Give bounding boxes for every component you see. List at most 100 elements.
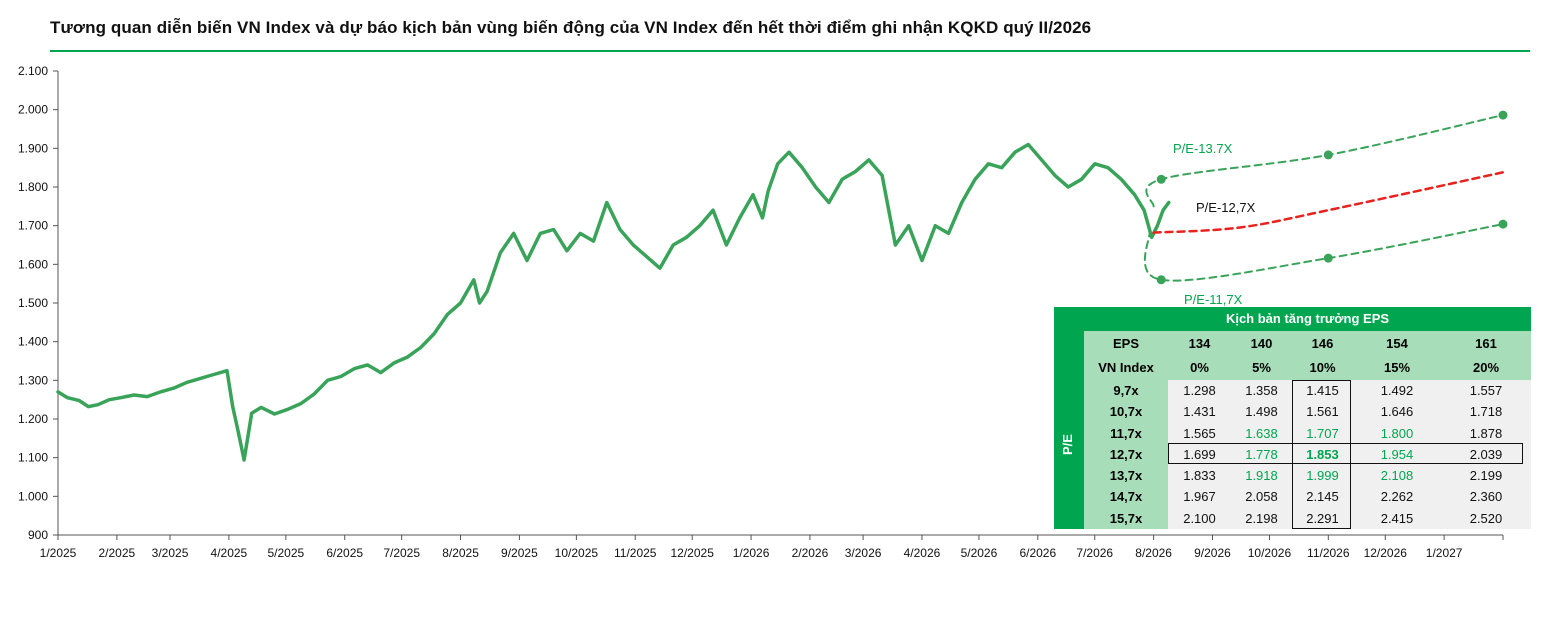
x-tick-label: 5/2025 <box>268 546 305 560</box>
eps-value: 161 <box>1441 331 1531 356</box>
y-tick-label: 1.700 <box>18 219 48 233</box>
y-tick-label: 1.900 <box>18 141 48 155</box>
x-tick-label: 3/2026 <box>845 546 882 560</box>
table-cell: 2.198 <box>1231 507 1292 529</box>
table-cell: 1.561 <box>1292 401 1353 423</box>
table-title: Kịch bản tăng trưởng EPS <box>1225 311 1390 326</box>
table-cell: 1.918 <box>1231 464 1292 487</box>
table-cell: 1.833 <box>1168 464 1231 487</box>
eps-scenario-table: P/E Kịch bản tăng trưởng EPS EPS 134 140… <box>1054 307 1531 529</box>
x-tick-label: 1/2025 <box>40 546 77 560</box>
table-row: 15,7x 2.100 2.198 2.291 2.415 2.520 <box>1084 507 1531 529</box>
projection-point <box>1156 174 1166 184</box>
table-cell: 1.565 <box>1168 422 1231 444</box>
projection-point <box>1323 253 1333 263</box>
table-cell: 1.646 <box>1353 401 1441 423</box>
table-cell: 1.718 <box>1441 401 1531 423</box>
y-tick-label: 1.600 <box>18 257 48 271</box>
eps-value: 140 <box>1231 331 1292 356</box>
table-header-band: Kịch bản tăng trưởng EPS <box>1084 307 1531 331</box>
y-tick-label: 1.400 <box>18 335 48 349</box>
table-row: 10,7x 1.431 1.498 1.561 1.646 1.718 <box>1084 401 1531 423</box>
x-tick-label: 2/2025 <box>99 546 136 560</box>
x-tick-label: 11/2025 <box>614 546 657 560</box>
y-tick-label: 1.300 <box>18 373 48 387</box>
y-tick-label: 2.000 <box>18 103 48 117</box>
axes-layer: 900 1.000 1.100 1.200 1.300 1.400 1.500 1.600 1.… <box>18 64 1504 560</box>
x-tick-label: 4/2026 <box>904 546 941 560</box>
table-cell: 2.415 <box>1353 507 1441 529</box>
table-cell: 2.039 <box>1441 443 1531 465</box>
series-pe-12-7 <box>1152 171 1505 234</box>
table-row: 14,7x 1.967 2.058 2.145 2.262 2.360 <box>1084 486 1531 508</box>
series-layer <box>56 110 1508 462</box>
table-cell: 2.108 <box>1353 464 1441 487</box>
table-cell: 1.967 <box>1168 486 1231 508</box>
pe-row-label: 9,7x <box>1084 379 1168 402</box>
series-pe-11-7 <box>1143 223 1504 282</box>
x-tick-label: 6/2026 <box>1019 546 1056 560</box>
annotation-pe-11-7: P/E-11,7X <box>1184 292 1243 307</box>
eps-value: 146 <box>1292 331 1353 356</box>
table-cell: 1.954 <box>1353 443 1441 465</box>
projection-point <box>1156 275 1166 285</box>
table-cell: 2.291 <box>1292 507 1353 529</box>
annotation-pe-13-7: P/E-13.7X <box>1173 141 1233 156</box>
table-cell: 1.415 <box>1292 379 1353 402</box>
eps-header-row: EPS 134 140 146 154 161 <box>1084 331 1531 356</box>
x-tick-label: 9/2026 <box>1194 546 1231 560</box>
x-tick-label: 10/2025 <box>555 546 599 560</box>
table-cell: 2.360 <box>1441 486 1531 508</box>
table-cell: 1.498 <box>1231 401 1292 423</box>
projection-point <box>1323 150 1333 160</box>
table-cell: 1.707 <box>1292 422 1353 444</box>
x-tick-label: 9/2025 <box>501 546 538 560</box>
table-cell: 2.100 <box>1168 507 1231 529</box>
table-row: 11,7x 1.565 1.638 1.707 1.800 1.878 <box>1084 422 1531 444</box>
series-vn-index <box>56 142 1171 462</box>
growth-value: 0% <box>1168 355 1231 380</box>
table-cell: 1.778 <box>1231 443 1292 465</box>
table-cell: 2.262 <box>1353 486 1441 508</box>
projection-point <box>1498 110 1508 120</box>
y-tick-label: 1.500 <box>18 296 48 310</box>
x-tick-label: 12/2025 <box>671 546 715 560</box>
y-tick-label: 1.100 <box>18 451 48 465</box>
series-pe-13-7 <box>1145 114 1504 208</box>
table-cell: 1.358 <box>1231 379 1292 402</box>
x-tick-label: 1/2026 <box>733 546 770 560</box>
pe-axis-band: P/E <box>1054 307 1084 529</box>
eps-value: 154 <box>1353 331 1441 356</box>
x-tick-label: 10/2026 <box>1248 546 1292 560</box>
y-tick-label: 1.200 <box>18 412 48 426</box>
table-cell-highlight: 1.853 <box>1292 443 1353 465</box>
table-cell: 2.199 <box>1441 464 1531 487</box>
table-cell: 2.058 <box>1231 486 1292 508</box>
growth-label: VN Index <box>1084 355 1168 380</box>
annotation-layer: P/E-13.7X P/E-12,7X P/E-11,7X <box>1173 141 1256 307</box>
x-tick-label: 8/2025 <box>442 546 479 560</box>
pe-row-label: 14,7x <box>1084 486 1168 508</box>
table-cell: 1.800 <box>1353 422 1441 444</box>
eps-label: EPS <box>1084 331 1168 356</box>
table-cell: 1.298 <box>1168 379 1231 402</box>
y-tick-label: 1.000 <box>18 489 48 503</box>
x-tick-label: 8/2026 <box>1135 546 1172 560</box>
eps-grid: EPS 134 140 146 154 161 VN Index 0% 5% 1… <box>1084 331 1531 529</box>
table-row: 12,7x 1.699 1.778 1.853 1.954 2.039 <box>1084 443 1531 465</box>
x-tick-label: 1/2027 <box>1426 546 1463 560</box>
x-tick-label: 3/2025 <box>152 546 189 560</box>
x-tick-label: 4/2025 <box>211 546 248 560</box>
y-tick-label: 2.100 <box>18 64 48 78</box>
x-tick-label: 7/2025 <box>383 546 420 560</box>
growth-header-row: VN Index 0% 5% 10% 15% 20% <box>1084 355 1531 380</box>
table-cell: 1.999 <box>1292 464 1353 487</box>
growth-value: 10% <box>1292 355 1353 380</box>
title-divider <box>50 50 1530 52</box>
x-tick-label: 11/2026 <box>1307 546 1350 560</box>
growth-value: 5% <box>1231 355 1292 380</box>
table-row: 13,7x 1.833 1.918 1.999 2.108 2.199 <box>1084 464 1531 487</box>
growth-value: 15% <box>1353 355 1441 380</box>
pe-row-label: 15,7x <box>1084 507 1168 529</box>
